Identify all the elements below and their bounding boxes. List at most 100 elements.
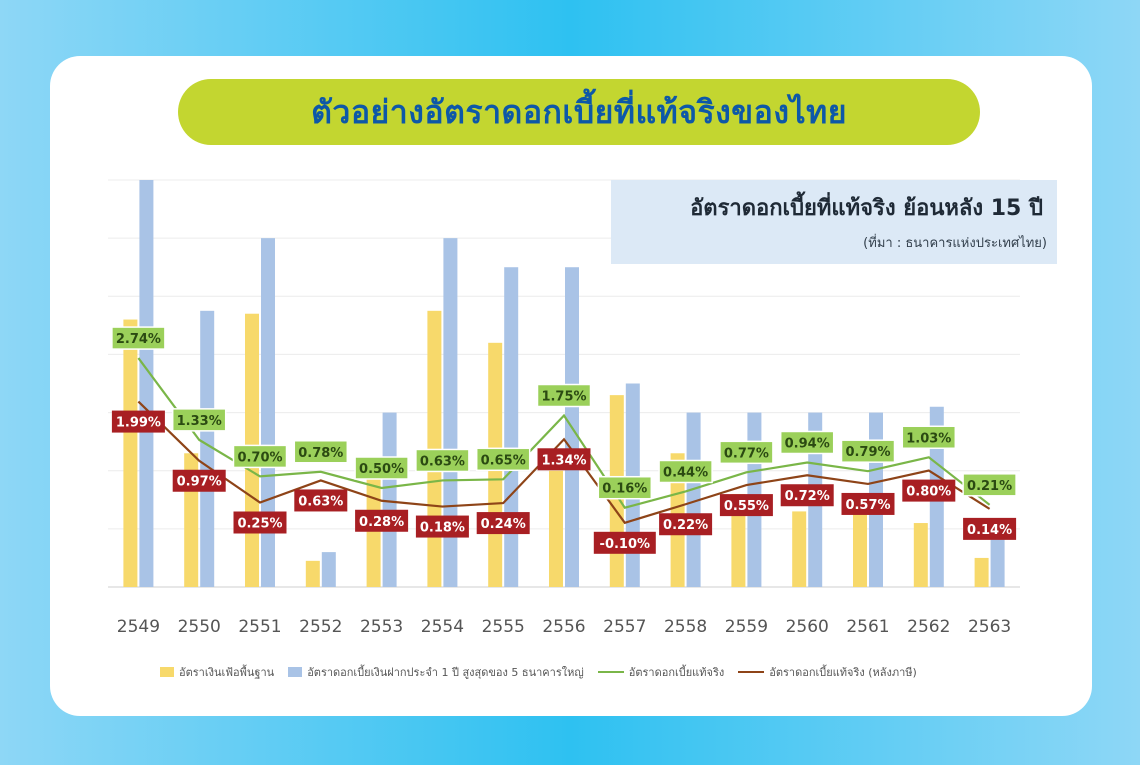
series-line-real	[137, 357, 991, 509]
data-label-after-tax: 0.63%	[298, 494, 343, 509]
data-label-box-after-tax	[172, 469, 226, 492]
data-label-box-after-tax	[111, 410, 165, 433]
bar-inflation	[549, 470, 563, 587]
data-label-box-after-tax	[476, 512, 530, 535]
data-label-box-after-tax	[294, 489, 348, 512]
data-label-real: 0.94%	[785, 436, 830, 451]
data-label-after-tax: 1.99%	[116, 416, 161, 431]
bar-inflation	[731, 493, 746, 587]
data-label-after-tax: 1.34%	[541, 453, 586, 468]
data-label-real: 0.50%	[359, 462, 404, 477]
bar-deposit	[382, 412, 397, 587]
x-tick-label: 2552	[299, 617, 342, 637]
data-label-real: 2.74%	[116, 332, 161, 347]
data-label-box-real	[232, 444, 288, 469]
data-label-box-real	[111, 326, 166, 350]
legend-item-inflation: อัตราเงินเฟ้อพื้นฐาน	[160, 663, 274, 681]
data-label-after-tax: 0.97%	[177, 475, 222, 490]
chart-info-box: อัตราดอกเบี้ยที่แท้จริง ย้อนหลัง 15 ปี (…	[611, 180, 1057, 264]
data-label-box-real	[901, 425, 957, 450]
data-label-real: 0.70%	[237, 450, 282, 465]
x-tick-label: 2551	[238, 617, 281, 637]
data-label-box-after-tax	[963, 517, 1017, 540]
data-label-box-real	[962, 473, 1017, 497]
x-tick-label: 2563	[968, 617, 1011, 637]
data-label-real: 0.77%	[724, 446, 769, 461]
data-label-after-tax: -0.10%	[600, 537, 651, 552]
legend-swatch-real-rate	[597, 671, 624, 673]
data-label-after-tax: 0.14%	[967, 523, 1012, 538]
data-label-real: 0.63%	[420, 454, 465, 469]
x-tick-label: 2561	[846, 617, 889, 637]
legend-swatch-after-tax	[738, 671, 765, 673]
data-label-after-tax: 0.80%	[906, 485, 951, 500]
data-label-box-real	[779, 430, 835, 455]
legend-swatch-deposit	[288, 667, 303, 677]
data-label-after-tax: 0.57%	[845, 498, 890, 513]
chart-title: อัตราดอกเบี้ยที่แท้จริง ย้อนหลัง 15 ปี	[690, 196, 1043, 221]
data-label-after-tax: 0.22%	[663, 518, 708, 533]
bar-deposit	[139, 180, 154, 587]
x-tick-label: 2553	[360, 617, 403, 637]
legend-label-real-rate: อัตราดอกเบี้ยแท้จริง	[628, 666, 725, 679]
data-label-box-real	[171, 408, 227, 432]
data-label-box-real	[293, 440, 349, 464]
bar-inflation	[123, 319, 138, 587]
data-label-real: 0.65%	[481, 453, 526, 468]
x-tick-label: 2557	[603, 617, 646, 637]
data-label-box-after-tax	[355, 509, 409, 532]
legend-label-inflation: อัตราเงินเฟ้อพื้นฐาน	[179, 666, 275, 679]
x-tick-label: 2550	[178, 617, 221, 637]
x-tick-label: 2562	[907, 617, 950, 637]
data-label-box-after-tax	[537, 448, 591, 471]
data-label-real: 1.33%	[177, 414, 222, 429]
title-banner: ตัวอย่างอัตราดอกเบี้ยที่แท้จริงของไทย	[178, 79, 980, 145]
x-tick-label: 2555	[482, 617, 525, 637]
x-tick-label: 2559	[725, 617, 768, 637]
data-label-box-after-tax	[593, 531, 656, 554]
legend-item-real-rate: อัตราดอกเบี้ยแท้จริง	[597, 663, 725, 681]
legend-swatch-inflation	[160, 667, 174, 677]
data-label-after-tax: 0.28%	[359, 515, 404, 530]
data-label-box-real	[536, 383, 592, 408]
data-label-real: 0.79%	[845, 445, 890, 460]
data-label-box-after-tax	[415, 515, 469, 538]
bar-deposit	[261, 238, 275, 587]
bar-deposit	[990, 528, 1005, 587]
data-label-box-real	[658, 459, 713, 484]
bar-inflation	[853, 502, 867, 587]
legend-item-after-tax: อัตราดอกเบี้ยแท้จริง (หลังภาษี)	[738, 663, 917, 681]
page-title: ตัวอย่างอัตราดอกเบี้ยที่แท้จริงของไทย	[311, 92, 847, 131]
data-label-real: 1.75%	[541, 390, 586, 405]
bar-deposit	[504, 267, 519, 587]
x-tick-label: 2558	[664, 617, 707, 637]
data-label-box-after-tax	[719, 494, 773, 517]
bar-deposit	[686, 412, 701, 587]
data-label-box-real	[719, 440, 774, 465]
bar-deposit	[443, 238, 458, 587]
data-label-box-after-tax	[902, 479, 956, 502]
bar-deposit	[321, 552, 336, 587]
data-label-box-after-tax	[659, 513, 713, 536]
data-label-box-after-tax	[841, 492, 895, 515]
data-label-real: 0.21%	[967, 479, 1012, 494]
data-label-after-tax: 0.55%	[724, 499, 769, 514]
data-label-real: 0.78%	[298, 446, 343, 461]
data-label-after-tax: 0.18%	[420, 521, 465, 536]
data-label-box-real	[597, 475, 653, 500]
data-label-after-tax: 0.24%	[481, 517, 526, 532]
bar-inflation	[792, 511, 807, 587]
bar-inflation	[974, 557, 989, 587]
legend-label-after-tax: อัตราดอกเบี้ยแท้จริง (หลังภาษี)	[769, 666, 917, 679]
data-label-after-tax: 0.72%	[785, 489, 830, 504]
x-tick-label: 2549	[117, 617, 160, 637]
data-label-box-real	[354, 456, 409, 480]
data-label-real: 0.44%	[663, 465, 708, 480]
bar-inflation	[305, 560, 320, 587]
data-label-after-tax: 0.25%	[237, 517, 282, 532]
data-label-box-real	[415, 448, 470, 473]
bar-deposit	[200, 310, 215, 587]
data-label-real: 1.03%	[906, 431, 951, 446]
data-label-box-real	[840, 439, 896, 463]
